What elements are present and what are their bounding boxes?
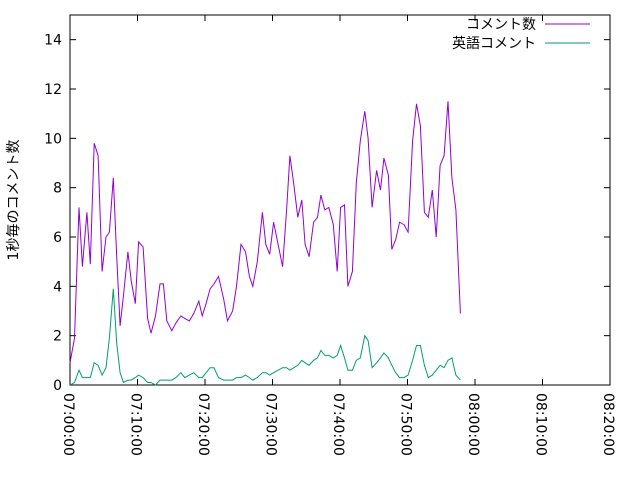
y-tick-label: 8 bbox=[53, 181, 62, 197]
x-tick-label: 07:30:00 bbox=[263, 393, 279, 456]
y-tick-label: 12 bbox=[44, 82, 62, 98]
y-tick-label: 2 bbox=[53, 329, 62, 345]
x-tick-label: 07:20:00 bbox=[195, 393, 211, 456]
x-tick-label: 07:10:00 bbox=[128, 393, 144, 456]
y-tick-label: 6 bbox=[53, 230, 62, 246]
y-tick-label: 4 bbox=[53, 279, 62, 295]
legend-label-2: 英語コメント bbox=[452, 35, 536, 52]
x-tick-label: 08:10:00 bbox=[533, 393, 549, 456]
x-tick-label: 07:00:00 bbox=[60, 393, 76, 456]
series-line-2 bbox=[69, 288, 461, 386]
series-line-1 bbox=[69, 101, 461, 363]
y-tick-label: 14 bbox=[44, 33, 62, 49]
y-tick-label: 0 bbox=[53, 378, 62, 394]
x-tick-label: 08:00:00 bbox=[465, 393, 481, 456]
x-tick-label: 07:40:00 bbox=[330, 393, 346, 456]
y-axis-label: 1秒毎のコメント数 bbox=[6, 140, 22, 261]
legend-label-1: コメント数 bbox=[466, 17, 536, 33]
plot-frame bbox=[69, 14, 611, 386]
x-tick-label: 07:50:00 bbox=[398, 393, 414, 456]
x-tick-label: 08:20:00 bbox=[600, 393, 616, 456]
y-tick-label: 10 bbox=[44, 131, 62, 147]
